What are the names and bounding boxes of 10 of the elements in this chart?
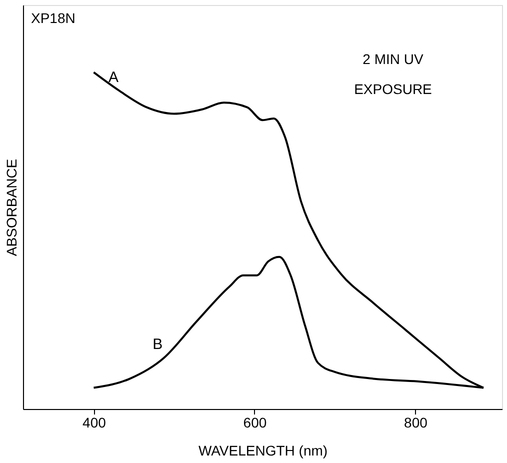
y-axis-title: ABSORBANCE <box>4 158 20 256</box>
x-tick-label: 400 <box>82 414 106 430</box>
text: 2 MIN UV <box>362 51 424 67</box>
annotation: EXPOSURE <box>354 81 432 97</box>
x-tick-label: 600 <box>243 414 267 430</box>
series-label: A <box>108 68 118 86</box>
text: XP18N <box>31 10 76 26</box>
series-label: B <box>152 336 163 354</box>
x-tick-label: 800 <box>404 414 428 430</box>
x-axis-title: WAVELENGTH (nm) <box>198 442 328 458</box>
